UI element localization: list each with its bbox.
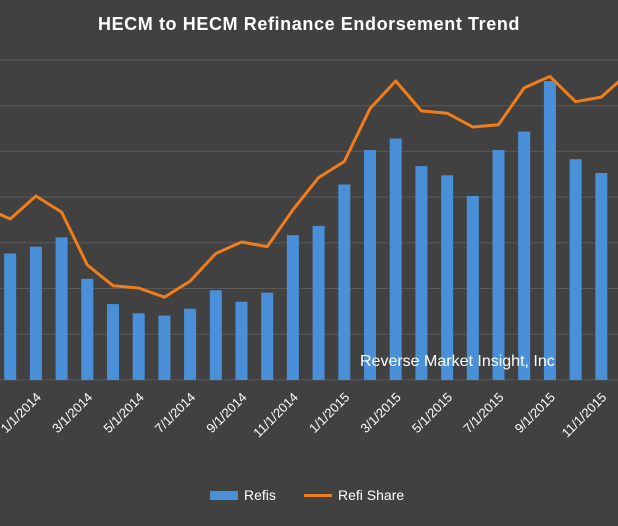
bar [107, 304, 119, 380]
x-tick-label: 11/1/2015 [559, 390, 610, 441]
bar [286, 235, 299, 380]
bar [364, 150, 376, 380]
x-tick-label: 9/1/2014 [203, 390, 249, 436]
bar [415, 166, 428, 380]
x-tick-label: 9/1/2015 [512, 390, 558, 436]
watermark-text: Reverse Market Insight, Inc [360, 353, 555, 370]
x-tick-label: 7/1/2014 [152, 390, 198, 436]
x-tick-label: 5/1/2014 [100, 390, 146, 436]
bar [518, 131, 531, 380]
bar [338, 184, 351, 380]
chart-title: HECM to HECM Refinance Endorsement Trend [97, 14, 521, 34]
legend: Refis Refi Share [210, 487, 404, 503]
bar [466, 196, 479, 380]
bar [595, 173, 608, 380]
bar [132, 313, 145, 380]
bar-series-refis [4, 81, 608, 380]
x-tick-label: 1/1/2014 [0, 390, 44, 436]
bar [261, 292, 274, 380]
x-axis-tick-labels: 11/1/20131/1/20143/1/20145/1/20147/1/201… [0, 390, 609, 441]
bar [543, 81, 556, 380]
bar [235, 301, 248, 380]
bar [389, 138, 402, 380]
x-tick-label: 11/1/2014 [250, 390, 301, 441]
line-series-refi-share [0, 74, 618, 299]
bar [441, 175, 454, 380]
legend-label-refi-share: Refi Share [338, 487, 404, 503]
x-tick-label: 1/1/2015 [306, 390, 352, 436]
bar [158, 315, 171, 380]
bar [569, 159, 582, 380]
legend-swatch-refis [210, 491, 238, 500]
bar [312, 225, 325, 380]
x-tick-label: 3/1/2014 [49, 390, 95, 436]
x-tick-label: 5/1/2015 [409, 390, 455, 436]
bar [4, 253, 17, 380]
x-tick-label: 7/1/2015 [460, 390, 506, 436]
bar [29, 246, 42, 380]
bar [55, 237, 68, 380]
x-tick-label: 3/1/2015 [357, 390, 403, 436]
bar [81, 278, 94, 380]
bar [184, 308, 197, 380]
bar [492, 150, 505, 380]
gridlines [0, 59, 618, 381]
bar [209, 290, 222, 380]
legend-label-refis: Refis [244, 487, 276, 503]
